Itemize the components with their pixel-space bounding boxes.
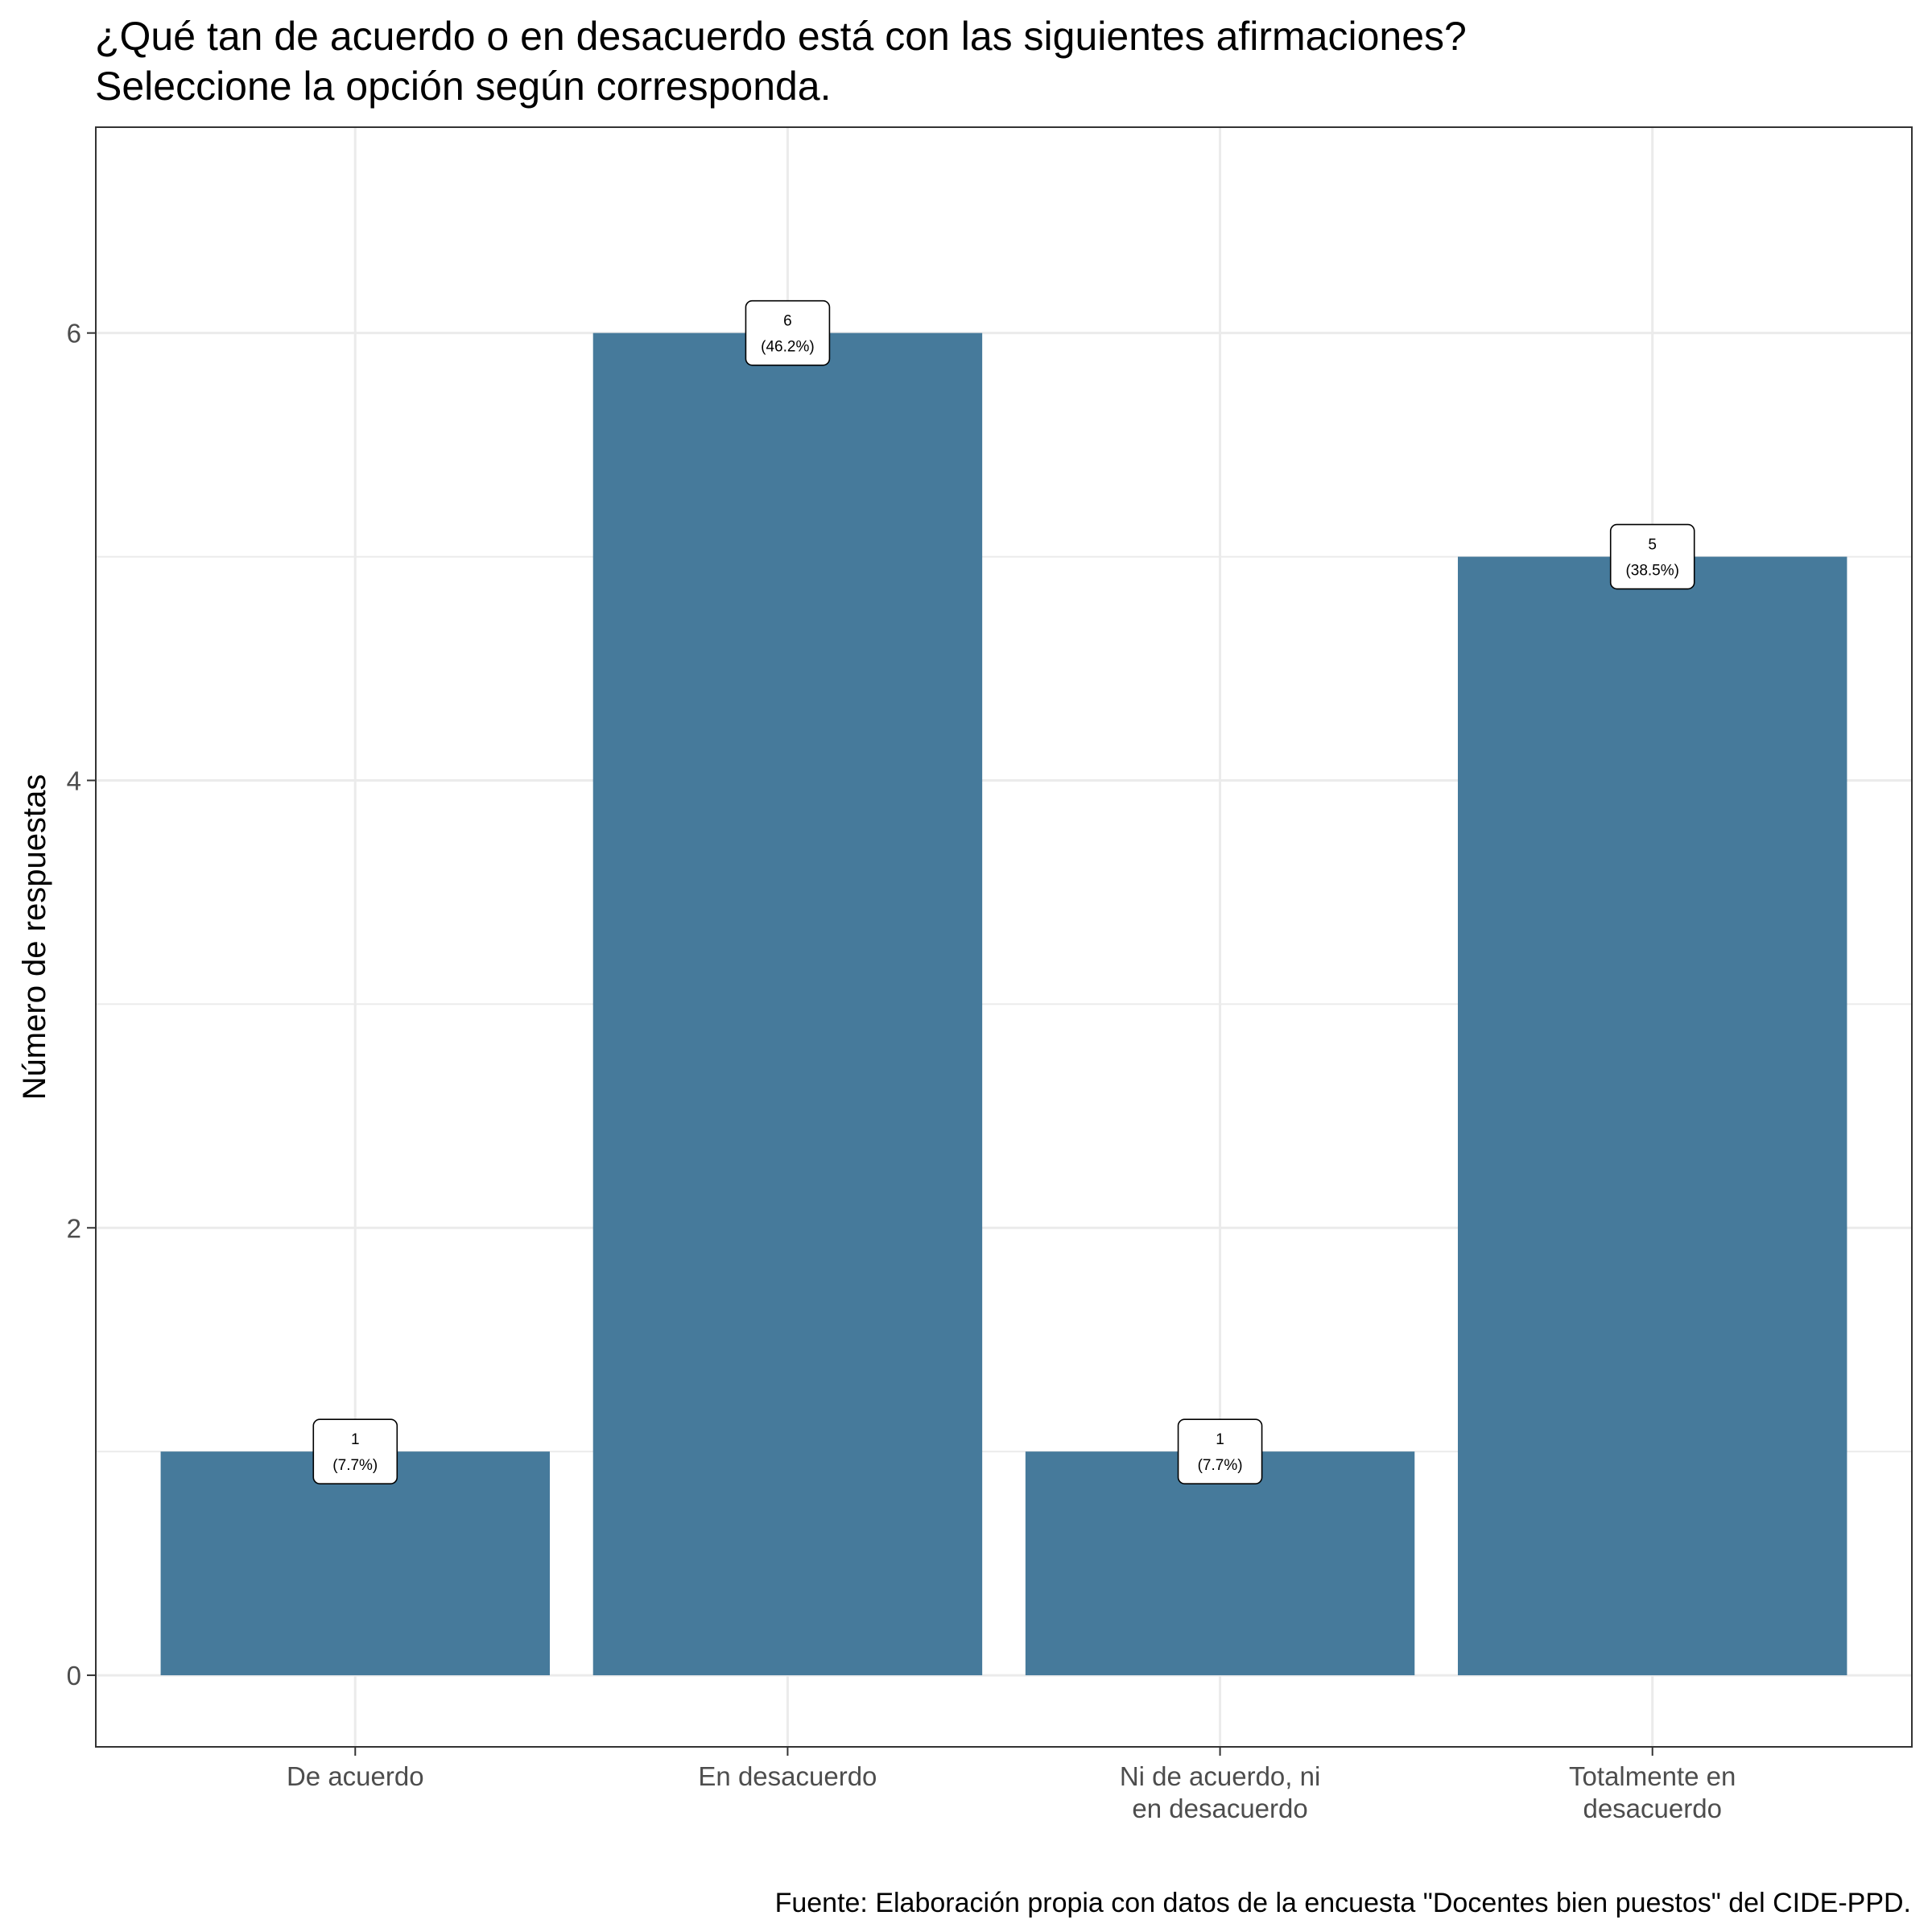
data-label: 1 (7.7%) xyxy=(1177,1418,1263,1484)
data-label-box xyxy=(312,1418,398,1484)
chart-title: ¿Qué tan de acuerdo o en desacuerdo está… xyxy=(95,14,1467,109)
data-label-text: 1 xyxy=(1216,1431,1224,1448)
y-tick-label: 6 xyxy=(67,319,81,349)
data-label-text: (46.2%) xyxy=(761,339,815,356)
bar xyxy=(160,1451,551,1676)
data-label-box xyxy=(745,299,831,366)
x-axis: De acuerdo En desacuerdo Ni de acuerdo, ni… xyxy=(287,1747,1736,1823)
data-label: 5 (38.5%) xyxy=(1609,523,1695,590)
data-label-text: (7.7%) xyxy=(332,1457,378,1474)
data-label-box xyxy=(1177,1418,1263,1484)
data-label-box xyxy=(1609,523,1695,590)
chart-title-line-1: ¿Qué tan de acuerdo o en desacuerdo está… xyxy=(95,14,1467,59)
y-tick-label: 4 xyxy=(67,766,81,795)
data-labels: 1 (7.7%) 6 (46.2%) 1 (7.7%) 5 (38.5%) xyxy=(312,299,1695,1484)
data-label: 6 (46.2%) xyxy=(745,299,831,366)
bar xyxy=(1025,1451,1415,1676)
y-tick-label: 0 xyxy=(67,1661,81,1690)
data-label-text: 1 xyxy=(351,1431,360,1448)
data-label-text: (38.5%) xyxy=(1625,563,1679,580)
x-tick-label: desacuerdo xyxy=(1583,1794,1721,1823)
bar xyxy=(1458,556,1847,1676)
bars xyxy=(160,332,1847,1676)
y-axis-title: Número de respuestas xyxy=(17,774,52,1100)
plot-panel-border xyxy=(95,126,1913,1748)
data-label-text: (7.7%) xyxy=(1198,1457,1243,1474)
y-tick-label: 2 xyxy=(67,1213,81,1243)
data-label: 1 (7.7%) xyxy=(312,1418,398,1484)
x-tick-label: Ni de acuerdo, ni xyxy=(1120,1761,1320,1791)
x-tick-label: en desacuerdo xyxy=(1132,1794,1307,1823)
x-tick-label: De acuerdo xyxy=(287,1761,424,1791)
chart-title-line-2: Seleccione la opción según corresponda. xyxy=(95,64,832,109)
data-label-text: 6 xyxy=(783,313,792,330)
y-axis: 0 2 4 6 xyxy=(67,319,96,1690)
x-tick-label: Totalmente en xyxy=(1569,1761,1736,1791)
bar xyxy=(592,332,983,1676)
x-tick-label: En desacuerdo xyxy=(698,1761,877,1791)
data-label-text: 5 xyxy=(1648,537,1657,554)
chart-caption: Fuente: Elaboración propia con datos de … xyxy=(775,1888,1911,1918)
